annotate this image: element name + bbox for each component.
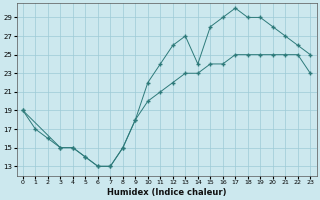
X-axis label: Humidex (Indice chaleur): Humidex (Indice chaleur) xyxy=(107,188,226,197)
